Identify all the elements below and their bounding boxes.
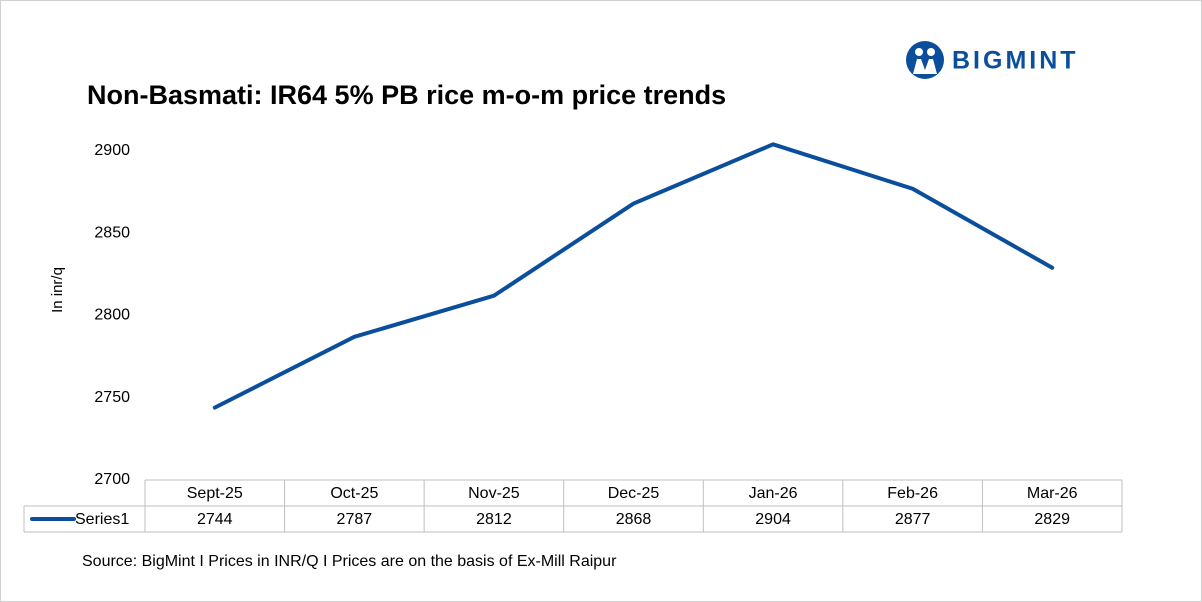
y-tick-label: 2800	[94, 307, 130, 324]
x-tick-label: Oct-25	[330, 485, 378, 502]
logo-icon-head	[927, 48, 935, 56]
y-tick-label: 2850	[94, 224, 130, 241]
table-value: 2787	[337, 511, 373, 528]
y-tick-label: 2900	[94, 142, 130, 159]
x-tick-label: Mar-26	[1027, 485, 1078, 502]
table-value: 2829	[1034, 511, 1070, 528]
x-tick-label: Jan-26	[749, 485, 798, 502]
x-tick-label: Feb-26	[887, 485, 938, 502]
table-value: 2744	[197, 511, 233, 528]
x-tick-label: Nov-25	[468, 485, 520, 502]
source-note: Source: BigMint I Prices in INR/Q I Pric…	[82, 553, 617, 570]
chart-title: Non-Basmati: IR64 5% PB rice m-o-m price…	[87, 80, 726, 110]
logo-icon-body	[913, 59, 937, 74]
logo-icon-head	[915, 48, 923, 56]
table-value: 2877	[895, 511, 931, 528]
table-value: 2812	[476, 511, 512, 528]
x-tick-label: Dec-25	[608, 485, 660, 502]
y-axis-label: In inr/q	[49, 267, 66, 313]
table-value: 2868	[616, 511, 652, 528]
y-tick-label: 2700	[94, 471, 130, 488]
brand-logo: BIGMINT	[906, 41, 1079, 79]
table-value: 2904	[755, 511, 791, 528]
legend-label: Series1	[75, 511, 129, 528]
x-tick-label: Sept-25	[187, 485, 243, 502]
brand-name: BIGMINT	[952, 47, 1079, 75]
series-line	[212, 142, 1055, 410]
y-tick-label: 2750	[94, 389, 130, 406]
